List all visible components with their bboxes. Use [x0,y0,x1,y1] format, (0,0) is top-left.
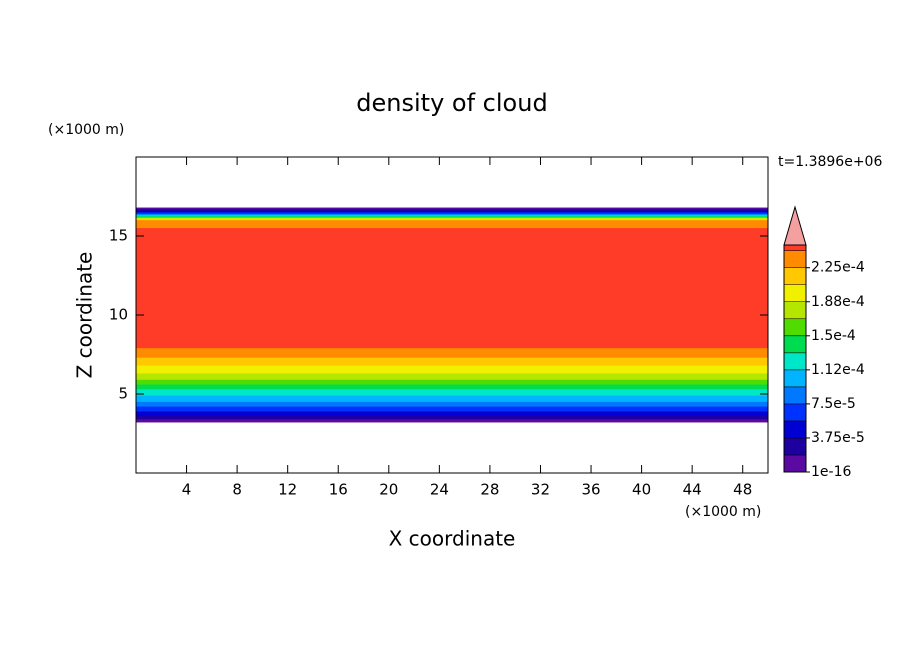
colorbar-box [783,335,807,354]
colorbar-box [783,318,807,337]
colorbar-box [783,420,807,439]
colorbar-tick-label: 2.25e-4 [811,260,865,276]
time-label: t=1.3896e+06 [778,154,882,170]
x-tick-label: 36 [581,481,600,499]
x-tick-label: 12 [278,481,297,499]
colorbar-box [783,403,807,422]
colorbar-tick-label: 1e-16 [811,464,851,480]
colorbar-box [783,437,807,456]
y-tick-label: 15 [109,227,128,245]
colorbar-box [783,369,807,388]
colorbar-box [783,301,807,320]
x-tick-label: 8 [232,481,242,499]
x-tick-label: 4 [182,481,192,499]
colorbar-box [783,454,807,473]
colorbar-tick-label: 1.88e-4 [811,294,865,310]
colorbar-frame [783,244,807,473]
x-tick-label: 24 [430,481,449,499]
colorbar-box [783,284,807,303]
y-axis-label: Z coordinate [73,252,97,379]
y-unit: (×1000 m) [48,122,124,138]
colorbar-tick-label: 3.75e-5 [811,430,865,446]
x-unit: (×1000 m) [685,504,761,520]
x-tick-label: 20 [379,481,398,499]
x-tick-label: 16 [329,481,348,499]
colorbar-box [783,267,807,285]
x-tick-label: 48 [733,481,752,499]
y-tick-label: 5 [118,385,128,403]
colorbar-box [783,244,807,251]
colorbar-tick-label: 1.12e-4 [811,362,865,378]
colorbar-box [783,352,807,371]
colorbar-tick-label: 7.5e-5 [811,396,856,412]
x-tick-label: 32 [531,481,550,499]
x-tick-label: 44 [683,481,702,499]
x-tick-label: 28 [480,481,499,499]
colorbar-box [783,250,807,268]
colorbar-tick-label: 1.5e-4 [811,328,856,344]
contour-band [136,228,768,349]
colorbar-extension [783,205,807,246]
colorbar-box [783,386,807,405]
chart-title: density of cloud [356,89,547,117]
x-axis-label: X coordinate [389,527,516,551]
x-tick-label: 40 [632,481,651,499]
y-tick-label: 10 [109,306,128,324]
